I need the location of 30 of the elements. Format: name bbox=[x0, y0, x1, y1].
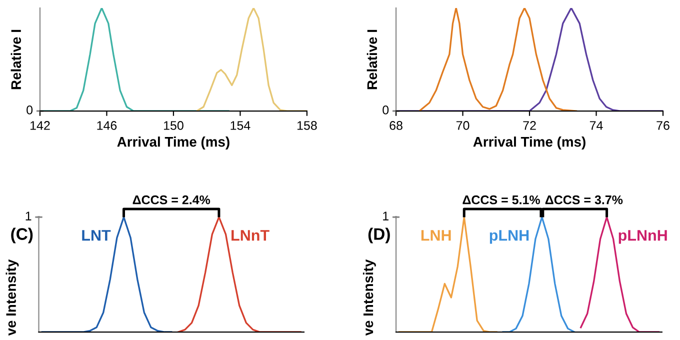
text: 1 bbox=[26, 212, 32, 220]
y-axis-title: ve Intensity bbox=[362, 259, 376, 336]
text: 0 bbox=[382, 106, 389, 114]
text: 1 bbox=[383, 212, 388, 220]
x-tick-label: 72 bbox=[523, 121, 536, 130]
x-tick-label: 150 bbox=[164, 121, 184, 130]
y-axis-title: Relative I bbox=[10, 30, 22, 90]
y-axis-title: ve Intensity bbox=[6, 259, 19, 336]
x-tick-label: 146 bbox=[97, 121, 117, 130]
text: (D) bbox=[368, 228, 390, 244]
series-label: LNnT bbox=[232, 230, 270, 241]
series-label: LNH bbox=[421, 230, 451, 241]
x-tick-label: 68 bbox=[390, 121, 402, 130]
series-label: LNT bbox=[82, 230, 111, 241]
y-axis-title: Relative I bbox=[366, 30, 378, 90]
text: ΔCCS = 3.7% bbox=[545, 195, 623, 204]
x-axis-title: Arrival Time (ms) bbox=[117, 136, 230, 150]
x-tick-label: 74 bbox=[590, 121, 603, 130]
text: ΔCCS = 2.4% bbox=[132, 195, 210, 204]
series-label: pLNnH bbox=[618, 230, 667, 244]
text: 0 bbox=[26, 106, 33, 114]
x-axis-title: Arrival Time (ms) bbox=[473, 136, 586, 150]
text: ΔCCS = 5.1% bbox=[462, 195, 540, 204]
text: (C) bbox=[11, 228, 33, 244]
x-tick-label: 76 bbox=[656, 121, 670, 130]
x-tick-label: 70 bbox=[456, 121, 470, 130]
x-tick-label: 158 bbox=[297, 121, 317, 130]
series-label: pLNH bbox=[490, 230, 529, 244]
x-tick-label: 154 bbox=[230, 121, 250, 130]
x-tick-label: 142 bbox=[30, 121, 50, 130]
